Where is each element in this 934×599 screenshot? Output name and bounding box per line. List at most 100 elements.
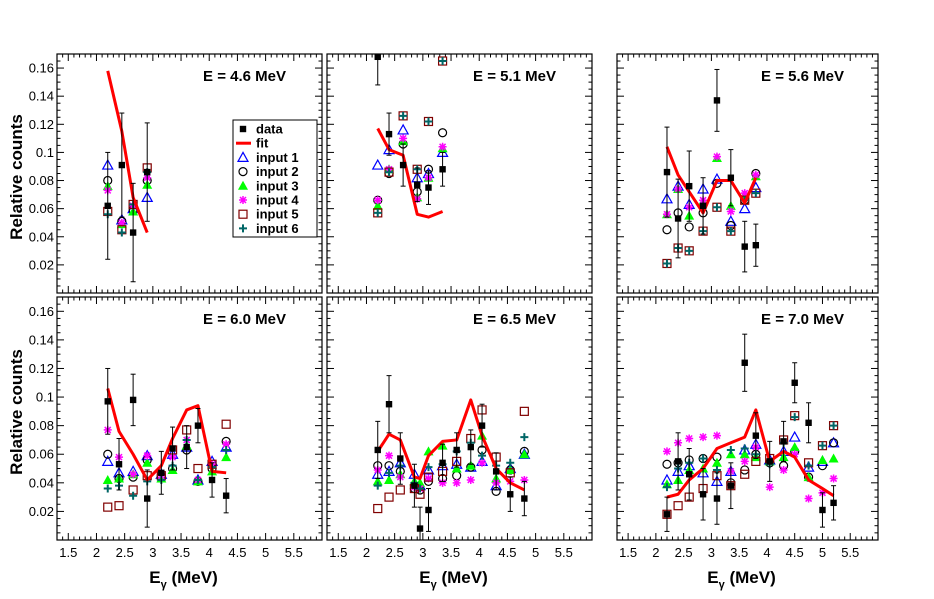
x-tick-label: 2 bbox=[363, 545, 370, 560]
y-axis-label-top: Relative counts bbox=[7, 114, 26, 240]
y-tick-label: 0.02 bbox=[29, 504, 54, 519]
x-tick-label: 2 bbox=[93, 545, 100, 560]
input-2-point bbox=[437, 128, 448, 138]
data-point bbox=[169, 445, 176, 452]
input-1-point bbox=[371, 158, 384, 170]
x-tick-label: 2 bbox=[652, 545, 659, 560]
data-point bbox=[425, 184, 432, 191]
input-3-point bbox=[505, 464, 516, 474]
data-point bbox=[521, 495, 528, 502]
y-tick-label: 0.08 bbox=[29, 418, 54, 433]
input-4-point bbox=[399, 134, 408, 143]
input-4-point bbox=[712, 152, 721, 161]
input-3-point bbox=[465, 460, 476, 470]
data-point bbox=[414, 181, 421, 188]
x-tick-label: 1.5 bbox=[329, 545, 347, 560]
input-6-point bbox=[506, 458, 515, 467]
input-5-point bbox=[221, 419, 231, 429]
input-3-point bbox=[711, 457, 722, 467]
input-4-point bbox=[466, 475, 475, 484]
input-4-point bbox=[438, 478, 447, 487]
input-3-point bbox=[142, 457, 153, 467]
data-point bbox=[478, 422, 486, 429]
legend-label: input 3 bbox=[256, 178, 299, 193]
input-5-point bbox=[384, 492, 394, 502]
panels-group: 0.020.040.060.080.10.120.140.16 E = 4.6 M… bbox=[29, 53, 879, 560]
input-6-point bbox=[662, 483, 671, 492]
input-6-point bbox=[438, 57, 447, 66]
data-point bbox=[385, 401, 393, 408]
input-5-point bbox=[114, 501, 124, 511]
data-point bbox=[741, 359, 748, 366]
input-6-point bbox=[685, 246, 694, 255]
chart-panel-3: E = 5.6 MeV bbox=[616, 53, 879, 294]
input-3-point bbox=[384, 474, 395, 484]
data-point bbox=[194, 422, 202, 429]
data-point bbox=[819, 506, 826, 514]
y-tick-label: 0.1 bbox=[36, 145, 54, 160]
input-6-point bbox=[424, 117, 433, 126]
data-point bbox=[685, 182, 693, 190]
data-point bbox=[158, 469, 165, 477]
input-3-point bbox=[519, 449, 530, 459]
plot-frame bbox=[56, 296, 323, 541]
input-2-point bbox=[684, 222, 694, 232]
data-point bbox=[144, 495, 151, 502]
x-tick-label: 5.5 bbox=[841, 545, 859, 560]
input-4-point bbox=[765, 483, 774, 492]
input-4-point bbox=[373, 196, 382, 205]
data-point bbox=[752, 432, 760, 439]
input-6-point bbox=[726, 227, 735, 236]
input-3-point bbox=[451, 463, 462, 473]
y-tick-label: 0.16 bbox=[29, 61, 54, 76]
x-tick-label: 5 bbox=[819, 545, 826, 560]
legend-swatch bbox=[238, 167, 248, 177]
data-point bbox=[507, 491, 514, 498]
legend-label: input 1 bbox=[256, 150, 299, 165]
input-4-point bbox=[740, 189, 749, 198]
x-tick-label: 1.5 bbox=[619, 545, 637, 560]
input-3-point bbox=[817, 454, 828, 464]
data-point bbox=[791, 379, 798, 386]
data-point bbox=[453, 446, 460, 454]
input-6-point bbox=[804, 461, 813, 470]
x-tick-label: 4 bbox=[763, 545, 770, 560]
figure-labels: Relative counts Relative counts Eγ (MeV)… bbox=[7, 114, 776, 591]
input-4-point bbox=[424, 474, 433, 483]
input-3-point bbox=[221, 452, 232, 462]
y-tick-label: 0.08 bbox=[29, 173, 54, 188]
input-4-point bbox=[662, 447, 671, 456]
input-4-point bbox=[712, 431, 721, 440]
x-tick-label: 5 bbox=[262, 545, 269, 560]
fit-line bbox=[106, 70, 149, 234]
input-6-point bbox=[726, 445, 735, 454]
data-point bbox=[385, 130, 393, 138]
x-axis-labels: Eγ (MeV) Eγ (MeV) Eγ (MeV) bbox=[149, 568, 775, 591]
data-point bbox=[663, 511, 671, 518]
y-tick-label: 0.14 bbox=[29, 332, 54, 347]
input-6-point bbox=[399, 111, 408, 120]
input-1-point bbox=[101, 455, 114, 466]
x-tick-label: 2.5 bbox=[386, 545, 404, 560]
x-tick-label: 3.5 bbox=[442, 545, 460, 560]
y-tick-label: 0.02 bbox=[29, 257, 54, 272]
input-6-point bbox=[222, 445, 231, 454]
x-tick-label: 4.5 bbox=[498, 545, 516, 560]
plot-frame bbox=[616, 53, 879, 294]
data-point bbox=[115, 461, 123, 468]
data-point bbox=[425, 506, 432, 514]
y-tick-label: 0.12 bbox=[29, 117, 54, 132]
x-tick-label: 2.5 bbox=[675, 545, 693, 560]
legend-label: input 2 bbox=[256, 164, 299, 179]
data-point bbox=[780, 438, 787, 445]
data-point bbox=[830, 499, 837, 507]
input-4-point bbox=[129, 470, 138, 479]
input-6-point bbox=[520, 433, 529, 442]
plot-area bbox=[371, 54, 449, 219]
data-point bbox=[805, 419, 812, 426]
data-point bbox=[674, 215, 682, 222]
x-tick-label: 3.5 bbox=[172, 545, 190, 560]
fit-line bbox=[106, 388, 227, 482]
input-1-point bbox=[397, 123, 410, 135]
fit-line bbox=[666, 408, 835, 499]
